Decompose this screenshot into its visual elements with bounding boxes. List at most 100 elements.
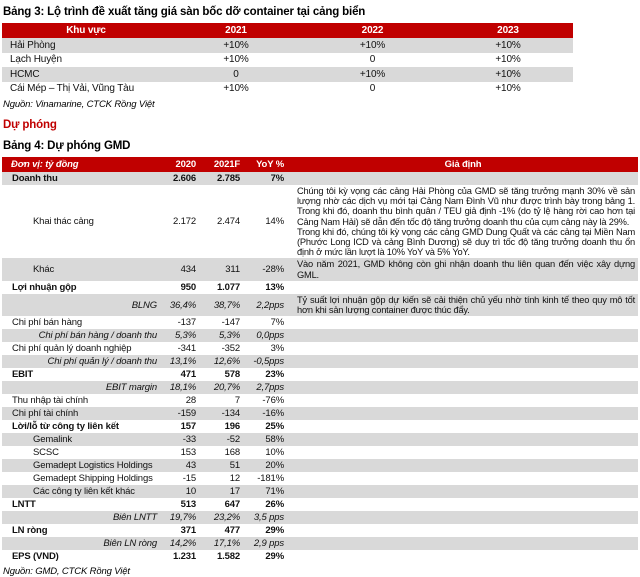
value-2021f-cell: -134 (221, 408, 241, 420)
line-item-label-cell: Biên LN ròng (103, 538, 157, 550)
assumption-cell: Tỷ suất lợi nhuận gộp dự kiến sẽ cải thi… (297, 294, 635, 316)
value-2021f-cell: 311 (225, 264, 240, 276)
forecast-row: Biên LN ròng 14,2% 17,1% 2,9 pps (2, 537, 638, 551)
value-2020-cell: -137 (177, 317, 197, 329)
column-header-2020: 2020 (160, 157, 200, 172)
forecast-row: Gemadept Logistics Holdings 43 51 20% (2, 459, 638, 473)
forecast-row: Khác 434 311 -28% Vào năm 2021, GMD không cò… (2, 258, 638, 281)
value-2020-cell: 43 (185, 460, 196, 472)
yoy-value-cell: 13% (265, 281, 284, 293)
assumption-cell: Vào năm 2021, GMD không còn ghi nhận doa… (297, 259, 635, 280)
value-2021f-cell: 477 (224, 525, 241, 537)
value-2021f-cell: 12,6% (213, 356, 240, 368)
value-2021f-cell: 1.077 (216, 281, 240, 293)
line-item-label-cell: Khai thác cảng (33, 216, 94, 228)
assumption-cell (288, 459, 638, 472)
forecast-row: Biên LNTT 19,7% 23,2% 3,5 pps (2, 511, 638, 525)
line-item-label-cell: Khác (33, 264, 55, 276)
value-2020-cell: 1.231 (172, 551, 196, 563)
yoy-value-cell: 29% (265, 525, 284, 537)
value-2020-cell: 2.606 (172, 173, 196, 184)
region-row: Lạch Huyện +10% 0 +10% (2, 53, 573, 68)
line-item-label-cell: SCSC (33, 447, 59, 459)
rate-value-cell: 0 (233, 68, 239, 80)
value-2020-cell: 28 (185, 395, 196, 407)
forecast-row: Gemadept Shipping Holdings -15 12 -181% (2, 472, 638, 485)
yoy-value-cell: 3,5 pps (253, 512, 284, 524)
rate-value-cell: +10% (359, 68, 386, 80)
value-2020-cell: 14,2% (169, 538, 196, 550)
region-name-cell: Cái Mép – Thị Vải, Vũng Tàu (10, 83, 134, 95)
value-2020-cell: 153 (180, 447, 197, 459)
line-item-label-cell: Gemalink (33, 434, 72, 446)
region-row: Cái Mép – Thị Vải, Vũng Tàu +10% 0 +10% (2, 82, 573, 97)
value-2021f-cell: -147 (221, 317, 241, 329)
column-header-yoy: YoY % (244, 157, 288, 172)
forecast-table-header: Đơn vị: tỷ đồng 2020 2021F YoY % Giả địn… (2, 157, 638, 172)
value-2020-cell: 2.172 (172, 216, 196, 228)
yoy-value-cell: 3% (270, 343, 285, 355)
yoy-value-cell: 10% (265, 447, 284, 459)
line-item-label-cell: Chi phí tài chính (12, 408, 79, 420)
line-item-label-cell: Chi phí quản lý / doanh thu (47, 356, 157, 368)
yoy-value-cell: -0,5pps (253, 356, 284, 368)
column-header-unit: Đơn vị: tỷ đồng (2, 157, 160, 172)
assumption-cell (288, 550, 638, 563)
header-row: Khu vực 2021 2022 2023 (2, 23, 573, 38)
rate-value-cell: +10% (223, 83, 249, 95)
value-2020-cell: -159 (177, 408, 197, 420)
line-item-label-cell: Chi phí bán hàng (12, 317, 82, 329)
forecast-row: Khai thác cảng 2.172 2.474 14% Chúng tôi kỳ … (2, 185, 638, 258)
forecast-row: LNTT 513 647 26% (2, 498, 638, 511)
assumption-cell (288, 381, 638, 394)
section-heading-forecast: Dự phóng (3, 119, 57, 131)
assumption-cell (288, 446, 638, 459)
assumption-cell: Chúng tôi kỳ vọng các cảng Hải Phòng của… (288, 185, 638, 258)
rate-value-cell: 0 (369, 83, 376, 95)
forecast-row: Gemalink -33 -52 58% (2, 433, 638, 447)
line-item-label-cell: EBIT margin (105, 382, 157, 394)
assumption-cell (288, 420, 638, 433)
forecast-row: Các công ty liên kết khác 10 17 71% (2, 485, 638, 499)
value-2020-cell: 434 (180, 264, 197, 276)
forecast-table-body: Doanh thu 2.606 2.785 7% Khai thác cảng 2.172… (2, 172, 638, 563)
forecast-row: EBIT margin 18,1% 20,7% 2,7pps (2, 381, 638, 395)
value-2021f-cell: 7 (234, 395, 240, 407)
value-2021f-cell: 2.474 (216, 216, 240, 228)
value-2020-cell: 18,1% (169, 382, 196, 394)
port-fee-table-header: Khu vực 2021 2022 2023 (2, 23, 573, 38)
line-item-label-cell: LNTT (12, 499, 36, 511)
forecast-row: Thu nhập tài chính 28 7 -76% (2, 394, 638, 407)
table3-title: Bảng 3: Lộ trình đề xuất tăng giá sàn bố… (3, 6, 366, 18)
header-row: Đơn vị: tỷ đồng 2020 2021F YoY % Giả địn… (2, 157, 638, 172)
value-2021f-cell: 20,7% (213, 382, 240, 394)
assumption-cell (288, 537, 638, 550)
region-name-cell: Hải Phòng (10, 39, 56, 51)
column-header-2022: 2022 (302, 23, 443, 38)
port-fee-roadmap-table: Khu vực 2021 2022 2023 Hải Phòng +10% +10%… (2, 23, 573, 96)
value-2020-cell: 471 (180, 369, 197, 381)
value-2021f-cell: 2.785 (216, 173, 240, 184)
yoy-value-cell: 7% (270, 317, 285, 329)
value-2020-cell: 950 (180, 281, 197, 293)
value-2021f-cell: 5,3% (218, 330, 240, 342)
value-2021f-cell: -52 (226, 434, 240, 446)
value-2020-cell: -341 (177, 343, 197, 355)
assumption-cell (288, 281, 638, 294)
forecast-row: Chi phí bán hàng -137 -147 7% (2, 316, 638, 329)
yoy-value-cell: 2,9 pps (253, 538, 284, 550)
assumption-cell (288, 472, 638, 485)
value-2020-cell: 36,4% (169, 299, 196, 311)
column-header-2021f: 2021F (200, 157, 244, 172)
line-item-label-cell: LN ròng (12, 525, 48, 537)
assumption-cell (288, 342, 638, 355)
value-2020-cell: 19,7% (169, 512, 196, 524)
assumption-cell (288, 524, 638, 537)
forecast-row: SCSC 153 168 10% (2, 446, 638, 459)
yoy-value-cell: 7% (270, 173, 285, 184)
line-item-label-cell: Gemadept Shipping Holdings (33, 473, 153, 485)
forecast-row: Lời/lỗ từ công ty liên kết 157 196 25% (2, 420, 638, 433)
line-item-label-cell: Chi phí quản lý doanh nghiệp (12, 343, 132, 355)
forecast-row: Chi phí bán hàng / doanh thu 5,3% 5,3% 0,0p… (2, 329, 638, 343)
value-2021f-cell: 647 (224, 499, 241, 511)
